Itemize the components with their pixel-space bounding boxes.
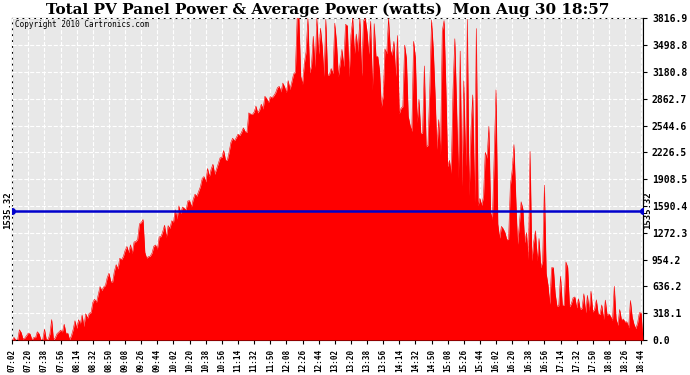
Text: Copyright 2010 Cartronics.com: Copyright 2010 Cartronics.com [15,20,150,29]
Text: 1535.32: 1535.32 [644,192,653,230]
Text: 1535.32: 1535.32 [3,192,12,230]
Title: Total PV Panel Power & Average Power (watts)  Mon Aug 30 18:57: Total PV Panel Power & Average Power (wa… [46,3,609,17]
